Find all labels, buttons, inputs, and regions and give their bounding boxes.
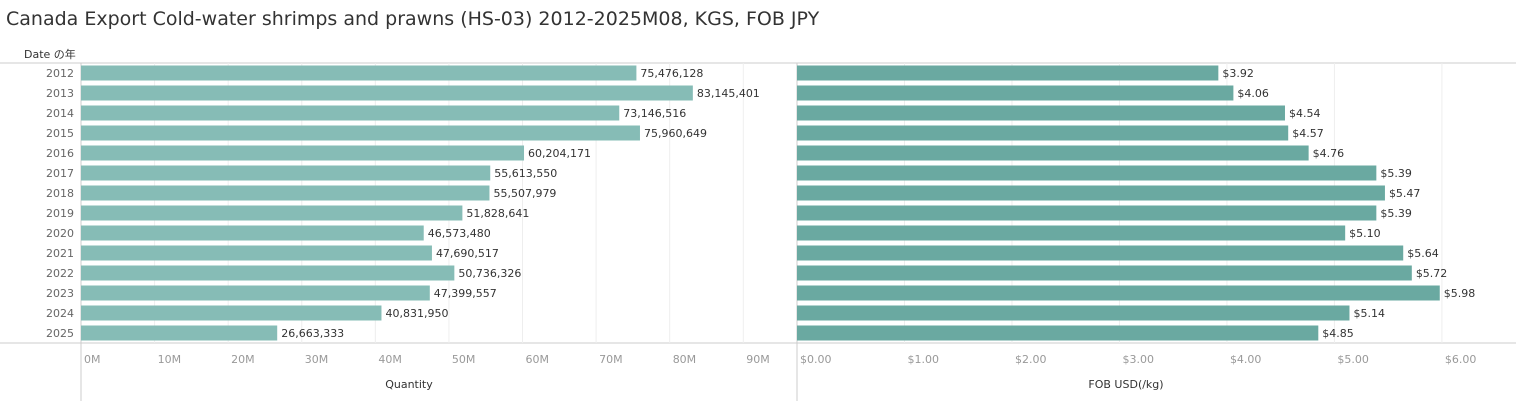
bar xyxy=(81,165,491,181)
bar xyxy=(81,65,637,81)
bar xyxy=(81,125,640,141)
bar xyxy=(797,265,1412,281)
x-axis-title: Quantity xyxy=(385,378,433,391)
x-tick-label: $5.00 xyxy=(1337,353,1369,366)
chart-title: Canada Export Cold-water shrimps and pra… xyxy=(6,8,820,30)
data-label: $5.39 xyxy=(1380,167,1412,180)
y-tick-label: 2015 xyxy=(46,127,74,140)
bar xyxy=(797,145,1309,161)
data-label: $3.92 xyxy=(1222,67,1254,80)
y-tick-label: 2024 xyxy=(46,307,74,320)
y-tick-label: 2014 xyxy=(46,107,74,120)
data-label: $5.47 xyxy=(1389,187,1421,200)
data-label: $5.10 xyxy=(1349,227,1381,240)
data-label: $4.54 xyxy=(1289,107,1321,120)
data-label: $5.64 xyxy=(1407,247,1439,260)
bar xyxy=(797,285,1440,301)
data-label: 51,828,641 xyxy=(466,207,529,220)
x-tick-label: 80M xyxy=(673,353,697,366)
data-label: $4.76 xyxy=(1313,147,1345,160)
y-tick-label: 2025 xyxy=(46,327,74,340)
x-tick-label: $6.00 xyxy=(1445,353,1477,366)
y-tick-label: 2013 xyxy=(46,87,74,100)
x-tick-label: 60M xyxy=(526,353,550,366)
x-tick-label: 0M xyxy=(84,353,101,366)
data-label: $4.85 xyxy=(1322,327,1354,340)
x-tick-label: $4.00 xyxy=(1230,353,1262,366)
y-tick-label: 2018 xyxy=(46,187,74,200)
x-axis-title: FOB USD(/kg) xyxy=(1088,378,1163,391)
bar xyxy=(81,325,278,341)
x-tick-label: $0.00 xyxy=(800,353,832,366)
x-tick-label: 70M xyxy=(599,353,623,366)
bar xyxy=(81,205,463,221)
bar xyxy=(81,245,432,261)
x-tick-label: $1.00 xyxy=(907,353,939,366)
data-label: 55,507,979 xyxy=(493,187,556,200)
x-tick-label: $3.00 xyxy=(1122,353,1154,366)
bar xyxy=(81,225,424,241)
bar xyxy=(81,185,490,201)
x-tick-label: 10M xyxy=(158,353,182,366)
data-label: 40,831,950 xyxy=(385,307,448,320)
data-label: 47,399,557 xyxy=(434,287,497,300)
bar xyxy=(81,285,430,301)
bar xyxy=(797,105,1285,121)
x-tick-label: $2.00 xyxy=(1015,353,1046,366)
y-tick-label: 2022 xyxy=(46,267,74,280)
bar xyxy=(797,185,1385,201)
bar xyxy=(81,145,525,161)
data-label: $5.39 xyxy=(1380,207,1412,220)
data-label: 50,736,326 xyxy=(458,267,521,280)
x-tick-label: 90M xyxy=(746,353,770,366)
data-label: $5.14 xyxy=(1353,307,1385,320)
x-tick-label: 30M xyxy=(305,353,329,366)
bar xyxy=(81,265,455,281)
data-label: 83,145,401 xyxy=(697,87,760,100)
data-label: 47,690,517 xyxy=(436,247,499,260)
x-tick-label: 50M xyxy=(452,353,476,366)
data-label: $4.57 xyxy=(1292,127,1324,140)
y-tick-label: 2012 xyxy=(46,67,74,80)
row-header: Date の年 xyxy=(24,48,76,61)
y-tick-label: 2021 xyxy=(46,247,74,260)
y-tick-label: 2023 xyxy=(46,287,74,300)
data-label: 46,573,480 xyxy=(428,227,491,240)
data-label: 75,960,649 xyxy=(644,127,707,140)
bar xyxy=(81,85,693,101)
x-tick-label: 20M xyxy=(231,353,255,366)
data-label: 75,476,128 xyxy=(640,67,703,80)
bar xyxy=(797,245,1404,261)
bar xyxy=(797,125,1289,141)
x-tick-label: 40M xyxy=(378,353,402,366)
bar xyxy=(797,165,1377,181)
bar xyxy=(81,105,620,121)
bar xyxy=(797,305,1350,321)
data-label: 55,613,550 xyxy=(494,167,557,180)
y-tick-label: 2019 xyxy=(46,207,74,220)
bar xyxy=(797,85,1234,101)
data-label: $5.72 xyxy=(1416,267,1448,280)
y-tick-label: 2020 xyxy=(46,227,74,240)
data-label: 73,146,516 xyxy=(623,107,686,120)
bar xyxy=(797,325,1319,341)
y-tick-label: 2016 xyxy=(46,147,74,160)
y-tick-label: 2017 xyxy=(46,167,74,180)
data-label: $4.06 xyxy=(1237,87,1269,100)
bar xyxy=(797,65,1219,81)
data-label: $5.98 xyxy=(1444,287,1476,300)
bar xyxy=(797,205,1377,221)
data-label: 26,663,333 xyxy=(281,327,344,340)
bar xyxy=(797,225,1346,241)
data-label: 60,204,171 xyxy=(528,147,591,160)
bar xyxy=(81,305,382,321)
